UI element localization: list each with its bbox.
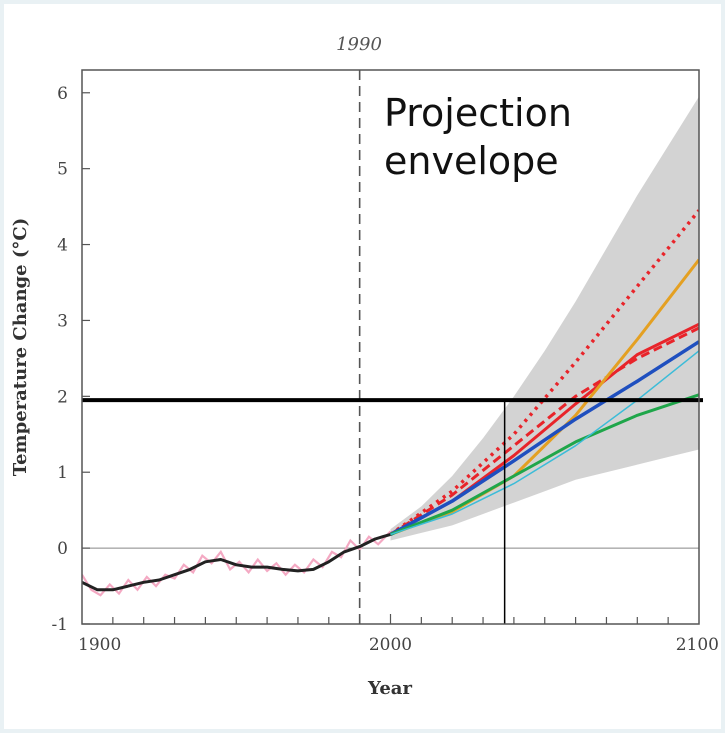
x-tick-label: 2000 xyxy=(369,635,412,655)
annotation-line: Projection xyxy=(384,91,572,135)
y-axis-title: Temperature Change (°C) xyxy=(10,218,31,476)
y-tick-label: 3 xyxy=(57,311,68,331)
y-tick-label: 0 xyxy=(57,539,68,559)
annotation-line: envelope xyxy=(384,139,559,183)
scenario-line-5 xyxy=(389,340,699,536)
scenario-line-2 xyxy=(389,326,699,536)
y-tick-label: -1 xyxy=(51,615,68,635)
y-tick-label: 4 xyxy=(57,236,68,256)
y-tick-label: 1 xyxy=(57,463,68,483)
y-tick-label: 5 xyxy=(57,160,68,180)
y-tick-label: 2 xyxy=(57,387,68,407)
x-tick-label: 2100 xyxy=(676,635,719,655)
projection-envelope xyxy=(390,96,699,541)
scenario-line-7 xyxy=(390,350,699,536)
vline-label: 1990 xyxy=(336,34,382,55)
observed-smoothed-line xyxy=(82,532,391,592)
temperature-projection-chart: -1 0 1 2 3 4 5 6 1900 2000 2100 1990 Projection env… xyxy=(10,34,719,699)
projection-envelope-annotation: Projection envelope xyxy=(384,91,572,183)
x-tick-label: 1900 xyxy=(78,635,121,655)
scenario-line-1 xyxy=(389,209,699,536)
x-axis-title: Year xyxy=(367,678,412,699)
y-tick-label: 6 xyxy=(57,84,68,104)
chart-frame: -1 0 1 2 3 4 5 6 1900 2000 2100 1990 Projection env… xyxy=(4,4,721,729)
scenario-line-6 xyxy=(389,393,699,536)
